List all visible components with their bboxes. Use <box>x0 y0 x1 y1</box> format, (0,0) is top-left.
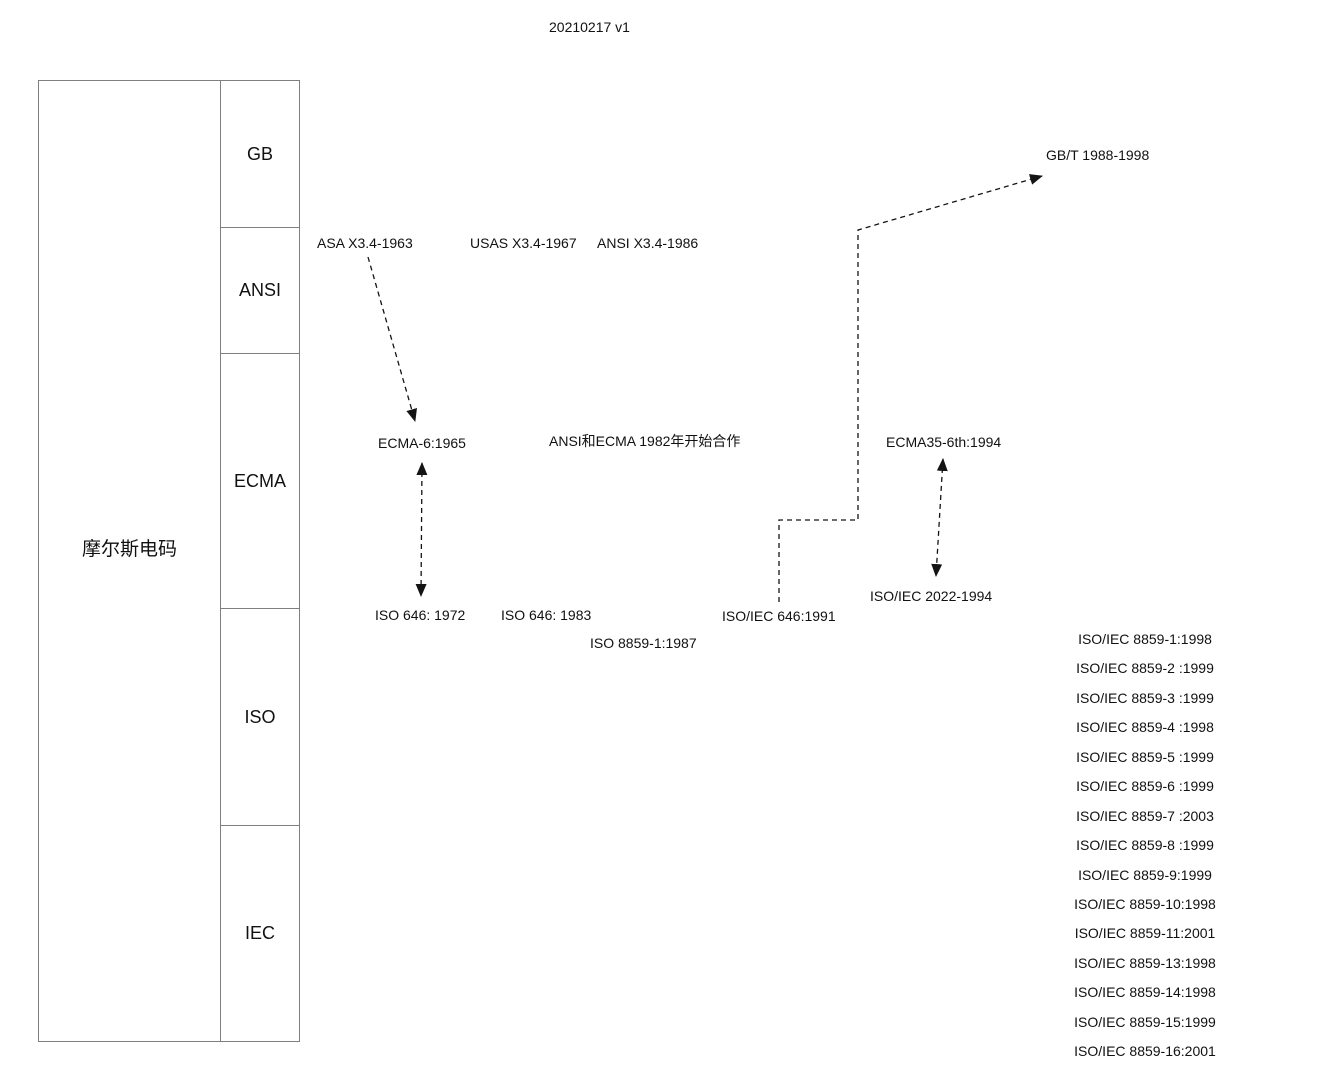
org-label-iso: ISO <box>244 706 276 727</box>
iso8859-list-item: ISO/IEC 8859-4 :1998 <box>1076 719 1214 736</box>
iso8859-list-item: ISO/IEC 8859-13:1998 <box>1074 954 1216 971</box>
node-usas-x34-1967: USAS X3.4-1967 <box>470 235 577 252</box>
org-row-iso: ISO <box>221 609 299 826</box>
org-row-ecma: ECMA <box>221 354 299 609</box>
diagram-version-title: 20210217 v1 <box>549 19 630 35</box>
iso8859-list-item: ISO/IEC 8859-3 :1999 <box>1076 689 1214 706</box>
org-row-gb: GB <box>221 81 299 228</box>
arrow-ecma35-isoiec2022-bidirectional <box>931 458 948 577</box>
node-isoiec-646-1991: ISO/IEC 646:1991 <box>722 608 836 625</box>
iso8859-list-item: ISO/IEC 8859-8 :1999 <box>1076 837 1214 854</box>
iso8859-list-item: ISO/IEC 8859-2 :1999 <box>1076 660 1214 677</box>
node-ecma35-6th-1994: ECMA35-6th:1994 <box>886 434 1002 451</box>
iso8859-list-item: ISO/IEC 8859-5 :1999 <box>1076 748 1214 765</box>
node-ansi-x34-1986: ANSI X3.4-1986 <box>597 235 699 252</box>
arrow-ecma6-iso646-1972-bidirectional <box>415 462 428 597</box>
arrow-asa1963-to-ecma6 <box>367 256 417 422</box>
arrow-isoiec646-1991-to-gbt-1988 <box>778 174 1043 602</box>
node-isoiec-2022-1994: ISO/IEC 2022-1994 <box>870 588 993 605</box>
morse-code-cell: 摩尔斯电码 <box>39 81 221 1041</box>
org-label-gb: GB <box>246 143 273 164</box>
org-row-iec: IEC <box>221 826 299 1041</box>
node-iso-646-1983: ISO 646: 1983 <box>501 607 592 624</box>
iso8859-list-item: ISO/IEC 8859-1:1998 <box>1078 631 1212 647</box>
iso8859-list-item: ISO/IEC 8859-14:1998 <box>1074 984 1216 1001</box>
iso8859-list-item: ISO/IEC 8859-15:1999 <box>1074 1013 1216 1030</box>
node-iso-8859-1-1987: ISO 8859-1:1987 <box>590 635 697 652</box>
node-iso-646-1972: ISO 646: 1972 <box>375 607 466 624</box>
iso8859-list-item: ISO/IEC 8859-10:1998 <box>1074 895 1216 912</box>
org-label-iec: IEC <box>244 923 275 943</box>
org-row-ansi: ANSI <box>221 228 299 354</box>
iso8859-list-item: ISO/IEC 8859-16:2001 <box>1074 1043 1216 1060</box>
organizations-column: GB ANSI ECMA ISO IEC <box>221 81 299 1041</box>
node-gbt-1988-1998: GB/T 1988-1998 <box>1046 147 1150 164</box>
organizations-table: 摩尔斯电码 GB ANSI ECMA ISO IEC <box>38 80 300 1042</box>
iso8859-list-item: ISO/IEC 8859-7 :2003 <box>1076 807 1214 824</box>
iso8859-list-item: ISO/IEC 8859-9:1999 <box>1078 866 1212 883</box>
iso8859-series-list: ISO/IEC 8859-1:1998 ISO/IEC 8859-2 :1999 I… <box>1035 629 1255 1071</box>
note-ansi-ecma-collaboration: ANSI和ECMA 1982年开始合作 <box>549 433 741 450</box>
org-label-ansi: ANSI <box>238 280 281 300</box>
node-asa-x34-1963: ASA X3.4-1963 <box>317 235 413 252</box>
org-label-ecma: ECMA <box>233 470 286 491</box>
iso8859-list-item: ISO/IEC 8859-11:2001 <box>1074 925 1216 942</box>
morse-code-label: 摩尔斯电码 <box>81 538 177 560</box>
node-ecma-6-1965: ECMA-6:1965 <box>378 435 466 452</box>
iso8859-list-item: ISO/IEC 8859-6 :1999 <box>1076 778 1214 795</box>
